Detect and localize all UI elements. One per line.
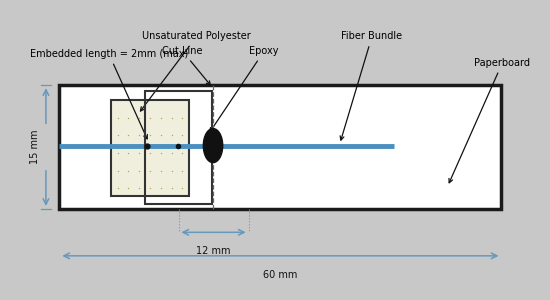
Text: 12 mm: 12 mm: [196, 245, 231, 256]
Bar: [111, 100, 189, 196]
Text: 60 mm: 60 mm: [263, 270, 298, 280]
Ellipse shape: [204, 128, 223, 163]
Bar: [59, 85, 502, 209]
Text: Unsaturated Polyester: Unsaturated Polyester: [140, 31, 251, 111]
Text: Epoxy: Epoxy: [210, 46, 279, 132]
Text: Cut Line: Cut Line: [162, 46, 210, 85]
Text: 15 mm: 15 mm: [30, 129, 40, 164]
Bar: [145, 91, 212, 204]
Text: Paperboard: Paperboard: [449, 58, 530, 183]
Text: Embedded length = 2mm (max): Embedded length = 2mm (max): [30, 49, 188, 139]
Text: Fiber Bundle: Fiber Bundle: [340, 31, 403, 140]
